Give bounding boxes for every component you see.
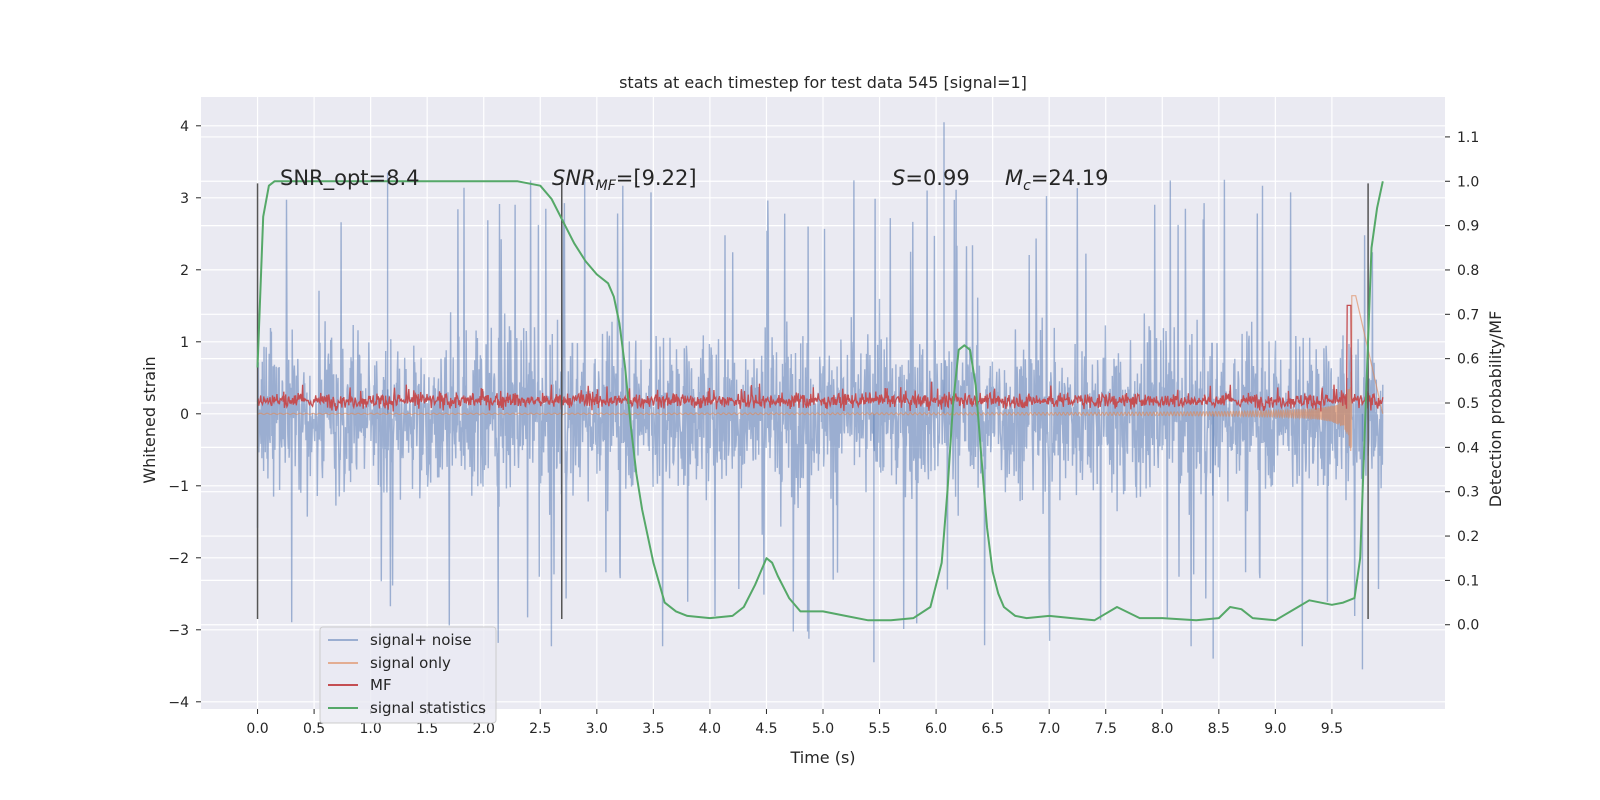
y-tick-label: −2 bbox=[168, 551, 189, 567]
x-tick-label: 5.0 bbox=[812, 721, 834, 737]
y2-tick-label: 1.1 bbox=[1457, 130, 1479, 146]
signal-noise-line bbox=[256, 179, 1384, 647]
x-tick-label: 9.0 bbox=[1264, 721, 1286, 737]
y2-tick-label: 0.1 bbox=[1457, 573, 1479, 589]
x-axis-label: Time (s) bbox=[789, 748, 855, 767]
axis-ticks: 0.0 0.5 1.0 1.5 2.0 2.5 3.0 3.5 4.0 4.5 5.0 5.5 6.0 6… bbox=[168, 119, 1479, 737]
x-tick-label: 9.5 bbox=[1321, 721, 1343, 737]
legend-label-signal-statistics: signal statistics bbox=[370, 699, 486, 717]
annotation-snr-mf-subscript: MF bbox=[596, 178, 617, 194]
y2-tick-label: 0.3 bbox=[1457, 485, 1479, 501]
y-tick-label: −3 bbox=[168, 623, 189, 639]
annotation-snr-opt: SNR_opt=8.4 bbox=[280, 166, 420, 191]
x-tick-label: 8.5 bbox=[1208, 721, 1230, 737]
x-tick-label: 2.0 bbox=[473, 721, 495, 737]
mf-line bbox=[256, 304, 1384, 412]
y-tick-label: 3 bbox=[180, 191, 189, 207]
x-tick-label: 4.5 bbox=[755, 721, 777, 737]
y-tick-label: 1 bbox=[180, 335, 189, 351]
annotation-snr-mf-symbol: SNR bbox=[552, 166, 596, 190]
y2-tick-label: 1.0 bbox=[1457, 174, 1479, 190]
signal-statistics-line bbox=[256, 180, 1384, 622]
x-tick-label: 8.0 bbox=[1151, 721, 1173, 737]
y2-axis-label: Detection probability/MF bbox=[1486, 311, 1505, 508]
x-tick-label: 7.0 bbox=[1038, 721, 1060, 737]
signal-statistics-series bbox=[256, 180, 1384, 622]
x-tick-label: 6.0 bbox=[925, 721, 947, 737]
y2-tick-label: 0.9 bbox=[1457, 219, 1479, 235]
y-axis-label: Whitened strain bbox=[140, 356, 159, 483]
chart-title: stats at each timestep for test data 545… bbox=[619, 73, 1027, 92]
annotation-s: S=0.99 bbox=[892, 166, 970, 190]
y-tick-label: −1 bbox=[168, 479, 189, 495]
legend: signal+ noise signal only MF signal stat… bbox=[319, 626, 497, 724]
annotation-snr-mf: SNRMF=[9.22] bbox=[552, 166, 697, 194]
signal-only-series bbox=[257, 295, 1384, 452]
x-tick-label: 0.0 bbox=[246, 721, 268, 737]
y2-tick-label: 0.5 bbox=[1457, 396, 1479, 412]
y2-tick-label: 0.4 bbox=[1457, 440, 1479, 456]
x-tick-label: 6.5 bbox=[982, 721, 1004, 737]
x-tick-label: 1.5 bbox=[416, 721, 438, 737]
x-tick-label: 0.5 bbox=[303, 721, 325, 737]
annotation-snr-mf-value: =[9.22] bbox=[616, 166, 697, 190]
y-tick-label: −4 bbox=[168, 695, 189, 711]
y2-tick-label: 0.7 bbox=[1457, 307, 1479, 323]
x-tick-label: 7.5 bbox=[1095, 721, 1117, 737]
y2-tick-label: 0.6 bbox=[1457, 352, 1479, 368]
x-tick-label: 5.5 bbox=[868, 721, 890, 737]
y-tick-label: 2 bbox=[180, 263, 189, 279]
annotation-s-value: =0.99 bbox=[905, 166, 969, 190]
x-tick-label: 2.5 bbox=[529, 721, 551, 737]
mf-series bbox=[256, 304, 1384, 412]
signal-only-line bbox=[257, 295, 1384, 452]
x-tick-label: 4.0 bbox=[699, 721, 721, 737]
vertical-markers bbox=[256, 183, 1369, 619]
annotation-mc-symbol: M bbox=[1005, 166, 1023, 190]
legend-box bbox=[319, 626, 497, 724]
y2-tick-label: 0.0 bbox=[1457, 618, 1479, 634]
y-tick-label: 4 bbox=[180, 119, 189, 135]
legend-label-signal-noise: signal+ noise bbox=[370, 631, 472, 649]
legend-label-mf: MF bbox=[370, 676, 392, 694]
x-tick-label: 1.0 bbox=[360, 721, 382, 737]
x-tick-label: 3.0 bbox=[586, 721, 608, 737]
y-tick-label: 0 bbox=[180, 407, 189, 423]
legend-label-signal-only: signal only bbox=[370, 654, 451, 672]
x-tick-label: 3.5 bbox=[642, 721, 664, 737]
y2-tick-label: 0.8 bbox=[1457, 263, 1479, 279]
annotation-mc: Mc=24.19 bbox=[1005, 166, 1109, 194]
annotation-mc-value: =24.19 bbox=[1031, 166, 1109, 190]
y2-tick-label: 0.2 bbox=[1457, 529, 1479, 545]
signal-noise-series bbox=[256, 122, 1384, 670]
annotation-s-symbol: S bbox=[892, 166, 905, 190]
annotation-mc-subscript: c bbox=[1023, 178, 1031, 194]
